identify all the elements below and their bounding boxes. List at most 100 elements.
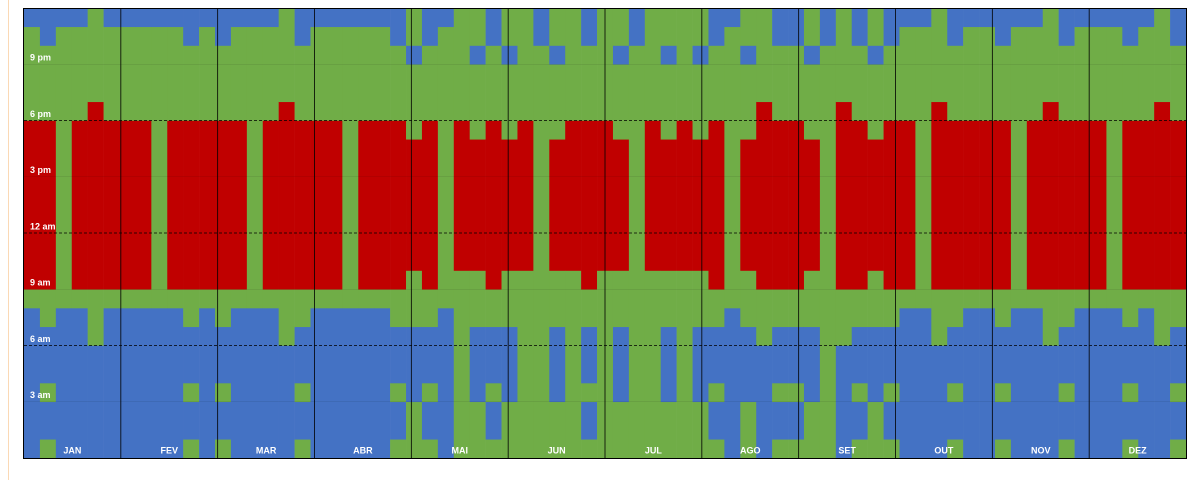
cell	[947, 8, 964, 46]
cell	[71, 26, 88, 121]
month-label: JUN	[548, 445, 566, 455]
cell	[867, 401, 884, 459]
cell	[358, 120, 375, 290]
cell	[883, 326, 900, 384]
cell	[1090, 26, 1107, 121]
cell	[979, 26, 996, 121]
cell	[994, 383, 1012, 403]
cell	[183, 383, 200, 403]
cell	[1026, 289, 1044, 309]
cell	[692, 401, 709, 459]
cell	[119, 26, 136, 121]
cell	[469, 270, 486, 328]
cell	[1074, 308, 1091, 459]
cell	[183, 439, 200, 459]
cell	[549, 8, 566, 46]
cell	[119, 8, 136, 28]
cell	[246, 308, 264, 459]
cell	[549, 270, 566, 328]
cell	[772, 8, 789, 46]
cell	[167, 8, 184, 28]
cell	[1042, 345, 1059, 459]
cell	[915, 308, 932, 459]
cell	[772, 439, 789, 459]
cell	[183, 120, 200, 290]
cell	[835, 8, 853, 103]
cell	[994, 8, 1012, 46]
cell	[533, 45, 550, 459]
cell	[899, 120, 916, 290]
cell	[851, 45, 868, 121]
cell	[151, 308, 168, 459]
cell	[835, 289, 853, 346]
cell	[692, 326, 709, 403]
cell	[1122, 439, 1139, 459]
cell	[994, 401, 1012, 440]
cell	[867, 45, 884, 65]
cell	[1138, 308, 1155, 459]
cell	[1090, 120, 1107, 290]
cell	[326, 120, 343, 290]
cell	[326, 8, 343, 28]
cell	[899, 289, 916, 309]
cell	[740, 139, 757, 271]
cell	[421, 8, 439, 46]
cell	[963, 8, 980, 28]
cell	[851, 8, 868, 46]
cell	[421, 326, 439, 384]
cell	[1090, 308, 1107, 459]
cell	[39, 383, 57, 403]
cell	[803, 401, 821, 459]
cell	[581, 289, 598, 328]
cell	[262, 120, 279, 290]
cell	[374, 308, 391, 459]
y-tick-label: 9 pm	[30, 53, 51, 63]
cell	[1058, 383, 1075, 403]
cell	[294, 120, 311, 290]
cell	[1026, 8, 1044, 28]
cell	[469, 45, 486, 65]
cell	[851, 326, 868, 384]
cell	[803, 8, 821, 46]
cell	[628, 8, 646, 46]
cell	[772, 120, 789, 290]
cell	[278, 8, 295, 103]
cell	[390, 326, 407, 384]
cell	[294, 439, 311, 459]
month-label: MAR	[256, 445, 277, 455]
cell	[1122, 8, 1139, 46]
cell	[772, 326, 789, 384]
cell	[883, 383, 900, 403]
cell	[1058, 8, 1075, 46]
cell	[1026, 26, 1044, 121]
cell	[612, 326, 630, 403]
cell	[24, 289, 41, 309]
cell	[1170, 383, 1187, 403]
cell	[390, 439, 407, 459]
cell	[262, 289, 279, 309]
cell	[262, 308, 279, 459]
cell	[501, 401, 518, 459]
cell	[867, 326, 884, 403]
cell	[1154, 8, 1171, 103]
cell	[565, 8, 582, 121]
month-label: JUL	[645, 445, 663, 455]
y-tick-label: 6 pm	[30, 109, 51, 119]
month-label: SET	[838, 445, 856, 455]
cell	[103, 308, 120, 459]
cell	[772, 45, 789, 121]
cell	[215, 120, 232, 290]
cell	[199, 289, 216, 309]
cell	[660, 64, 677, 140]
cell	[612, 401, 630, 459]
cell	[183, 45, 200, 121]
cell	[994, 120, 1012, 290]
cell	[692, 139, 709, 271]
cell	[326, 26, 343, 121]
cell	[979, 120, 996, 290]
cell	[421, 401, 439, 440]
cell	[278, 345, 295, 459]
cell	[788, 439, 805, 459]
cell	[899, 8, 916, 28]
cell	[1010, 26, 1028, 309]
